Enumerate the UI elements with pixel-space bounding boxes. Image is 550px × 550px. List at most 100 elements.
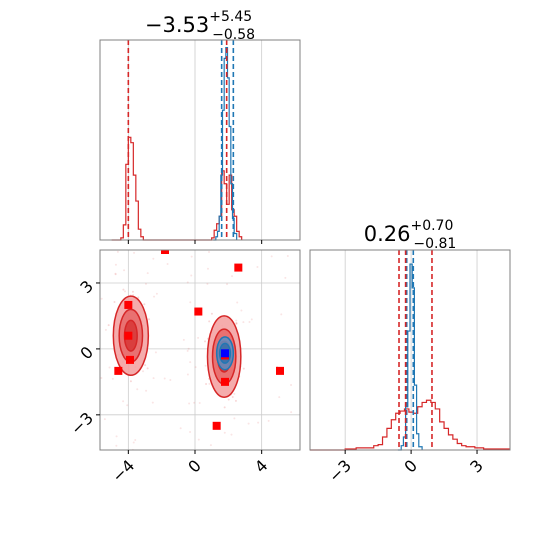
sample-point bbox=[267, 419, 270, 422]
sample-point bbox=[114, 263, 117, 266]
sample-point bbox=[100, 297, 103, 300]
red-marker bbox=[276, 366, 284, 375]
sample-point bbox=[134, 438, 137, 441]
sample-point bbox=[208, 320, 211, 323]
y-tick-labels: 3 0 −3 bbox=[67, 277, 100, 439]
sample-point bbox=[144, 364, 147, 367]
axes-frame bbox=[309, 249, 511, 451]
quantile-lines bbox=[127, 40, 235, 240]
sample-point bbox=[179, 427, 182, 430]
sample-point bbox=[234, 399, 237, 402]
blue-marker bbox=[221, 349, 229, 358]
red-marker bbox=[212, 421, 221, 430]
sample-point bbox=[231, 275, 234, 278]
sample-point bbox=[193, 401, 196, 404]
grid-lines bbox=[344, 250, 478, 450]
panel-title: −3.53+5.45 −0.58 bbox=[145, 9, 255, 43]
sample-point bbox=[189, 430, 192, 433]
sample-point bbox=[208, 251, 211, 254]
sample-point bbox=[231, 396, 234, 399]
sample-point bbox=[115, 444, 118, 447]
sample-point bbox=[152, 257, 155, 260]
sample-point bbox=[242, 367, 245, 370]
sample-point bbox=[166, 262, 169, 265]
sample-point bbox=[145, 389, 148, 392]
sample-point bbox=[197, 438, 200, 441]
sample-point bbox=[146, 367, 149, 370]
sample-point bbox=[197, 336, 200, 339]
y-tick-label: 0 bbox=[76, 343, 97, 364]
sample-point bbox=[142, 370, 145, 373]
sample-point bbox=[188, 402, 191, 405]
sample-point bbox=[205, 382, 208, 385]
sample-point bbox=[189, 361, 192, 364]
sample-point bbox=[187, 347, 190, 350]
tick-marks bbox=[127, 240, 263, 244]
sample-point bbox=[209, 444, 212, 447]
sample-point bbox=[163, 377, 166, 380]
sample-point bbox=[235, 322, 238, 325]
sample-point bbox=[190, 274, 193, 277]
x-tick-label: 4 bbox=[251, 456, 272, 477]
axes-frame bbox=[99, 39, 301, 241]
sample-point bbox=[132, 441, 135, 444]
sample-point bbox=[113, 301, 116, 304]
histogram-blue bbox=[397, 263, 423, 451]
y-tick-label: 3 bbox=[76, 277, 97, 298]
red-marker bbox=[124, 331, 133, 340]
markers bbox=[114, 250, 284, 430]
panel-bottom-right: −3 0 3 0.26+0.70 −0.81 bbox=[309, 218, 511, 486]
sample-point bbox=[242, 321, 245, 324]
sample-point bbox=[189, 301, 192, 304]
axes-frame bbox=[99, 249, 301, 451]
sample-point bbox=[103, 418, 106, 421]
sample-point bbox=[204, 364, 207, 367]
sample-point bbox=[247, 422, 250, 425]
sample-point bbox=[122, 288, 125, 291]
x-tick-label: −3 bbox=[325, 456, 355, 486]
sample-point bbox=[190, 255, 193, 258]
sample-point bbox=[248, 320, 251, 323]
sample-point bbox=[208, 382, 211, 385]
sample-point bbox=[169, 378, 172, 381]
sample-point bbox=[223, 406, 226, 409]
sample-point bbox=[111, 377, 114, 380]
sample-point bbox=[194, 366, 197, 369]
x-tick-label: 3 bbox=[466, 456, 487, 477]
sample-point bbox=[223, 431, 226, 434]
sample-point bbox=[152, 377, 155, 380]
sample-point bbox=[136, 388, 139, 391]
sample-point bbox=[126, 404, 129, 407]
x-tick-labels: −4 0 4 bbox=[108, 450, 272, 486]
red-marker bbox=[234, 263, 243, 272]
sample-point bbox=[280, 313, 283, 316]
sample-point bbox=[148, 318, 151, 321]
sample-point bbox=[270, 255, 273, 258]
red-marker bbox=[114, 366, 123, 375]
grid-lines bbox=[127, 40, 263, 240]
red-marker bbox=[221, 377, 229, 386]
sample-point bbox=[186, 373, 189, 376]
sample-point bbox=[230, 433, 233, 436]
red-marker bbox=[161, 250, 169, 254]
sample-point bbox=[131, 290, 134, 293]
sample-point bbox=[210, 312, 213, 315]
sample-point bbox=[153, 295, 156, 298]
sample-point bbox=[182, 338, 185, 341]
sample-point bbox=[226, 283, 229, 286]
sample-point bbox=[137, 296, 140, 299]
x-tick-labels: −3 0 3 bbox=[325, 450, 487, 486]
red-marker bbox=[124, 300, 133, 309]
sample-point bbox=[227, 398, 230, 401]
sample-point bbox=[123, 269, 126, 272]
sample-point bbox=[235, 319, 238, 322]
sample-point bbox=[124, 290, 127, 293]
sample-point bbox=[206, 267, 209, 270]
sample-point bbox=[122, 400, 125, 403]
histogram-blue bbox=[213, 46, 238, 241]
quantile-lines bbox=[398, 250, 433, 450]
sample-point bbox=[198, 401, 201, 404]
sample-point bbox=[250, 318, 253, 321]
red-marker bbox=[126, 355, 134, 364]
